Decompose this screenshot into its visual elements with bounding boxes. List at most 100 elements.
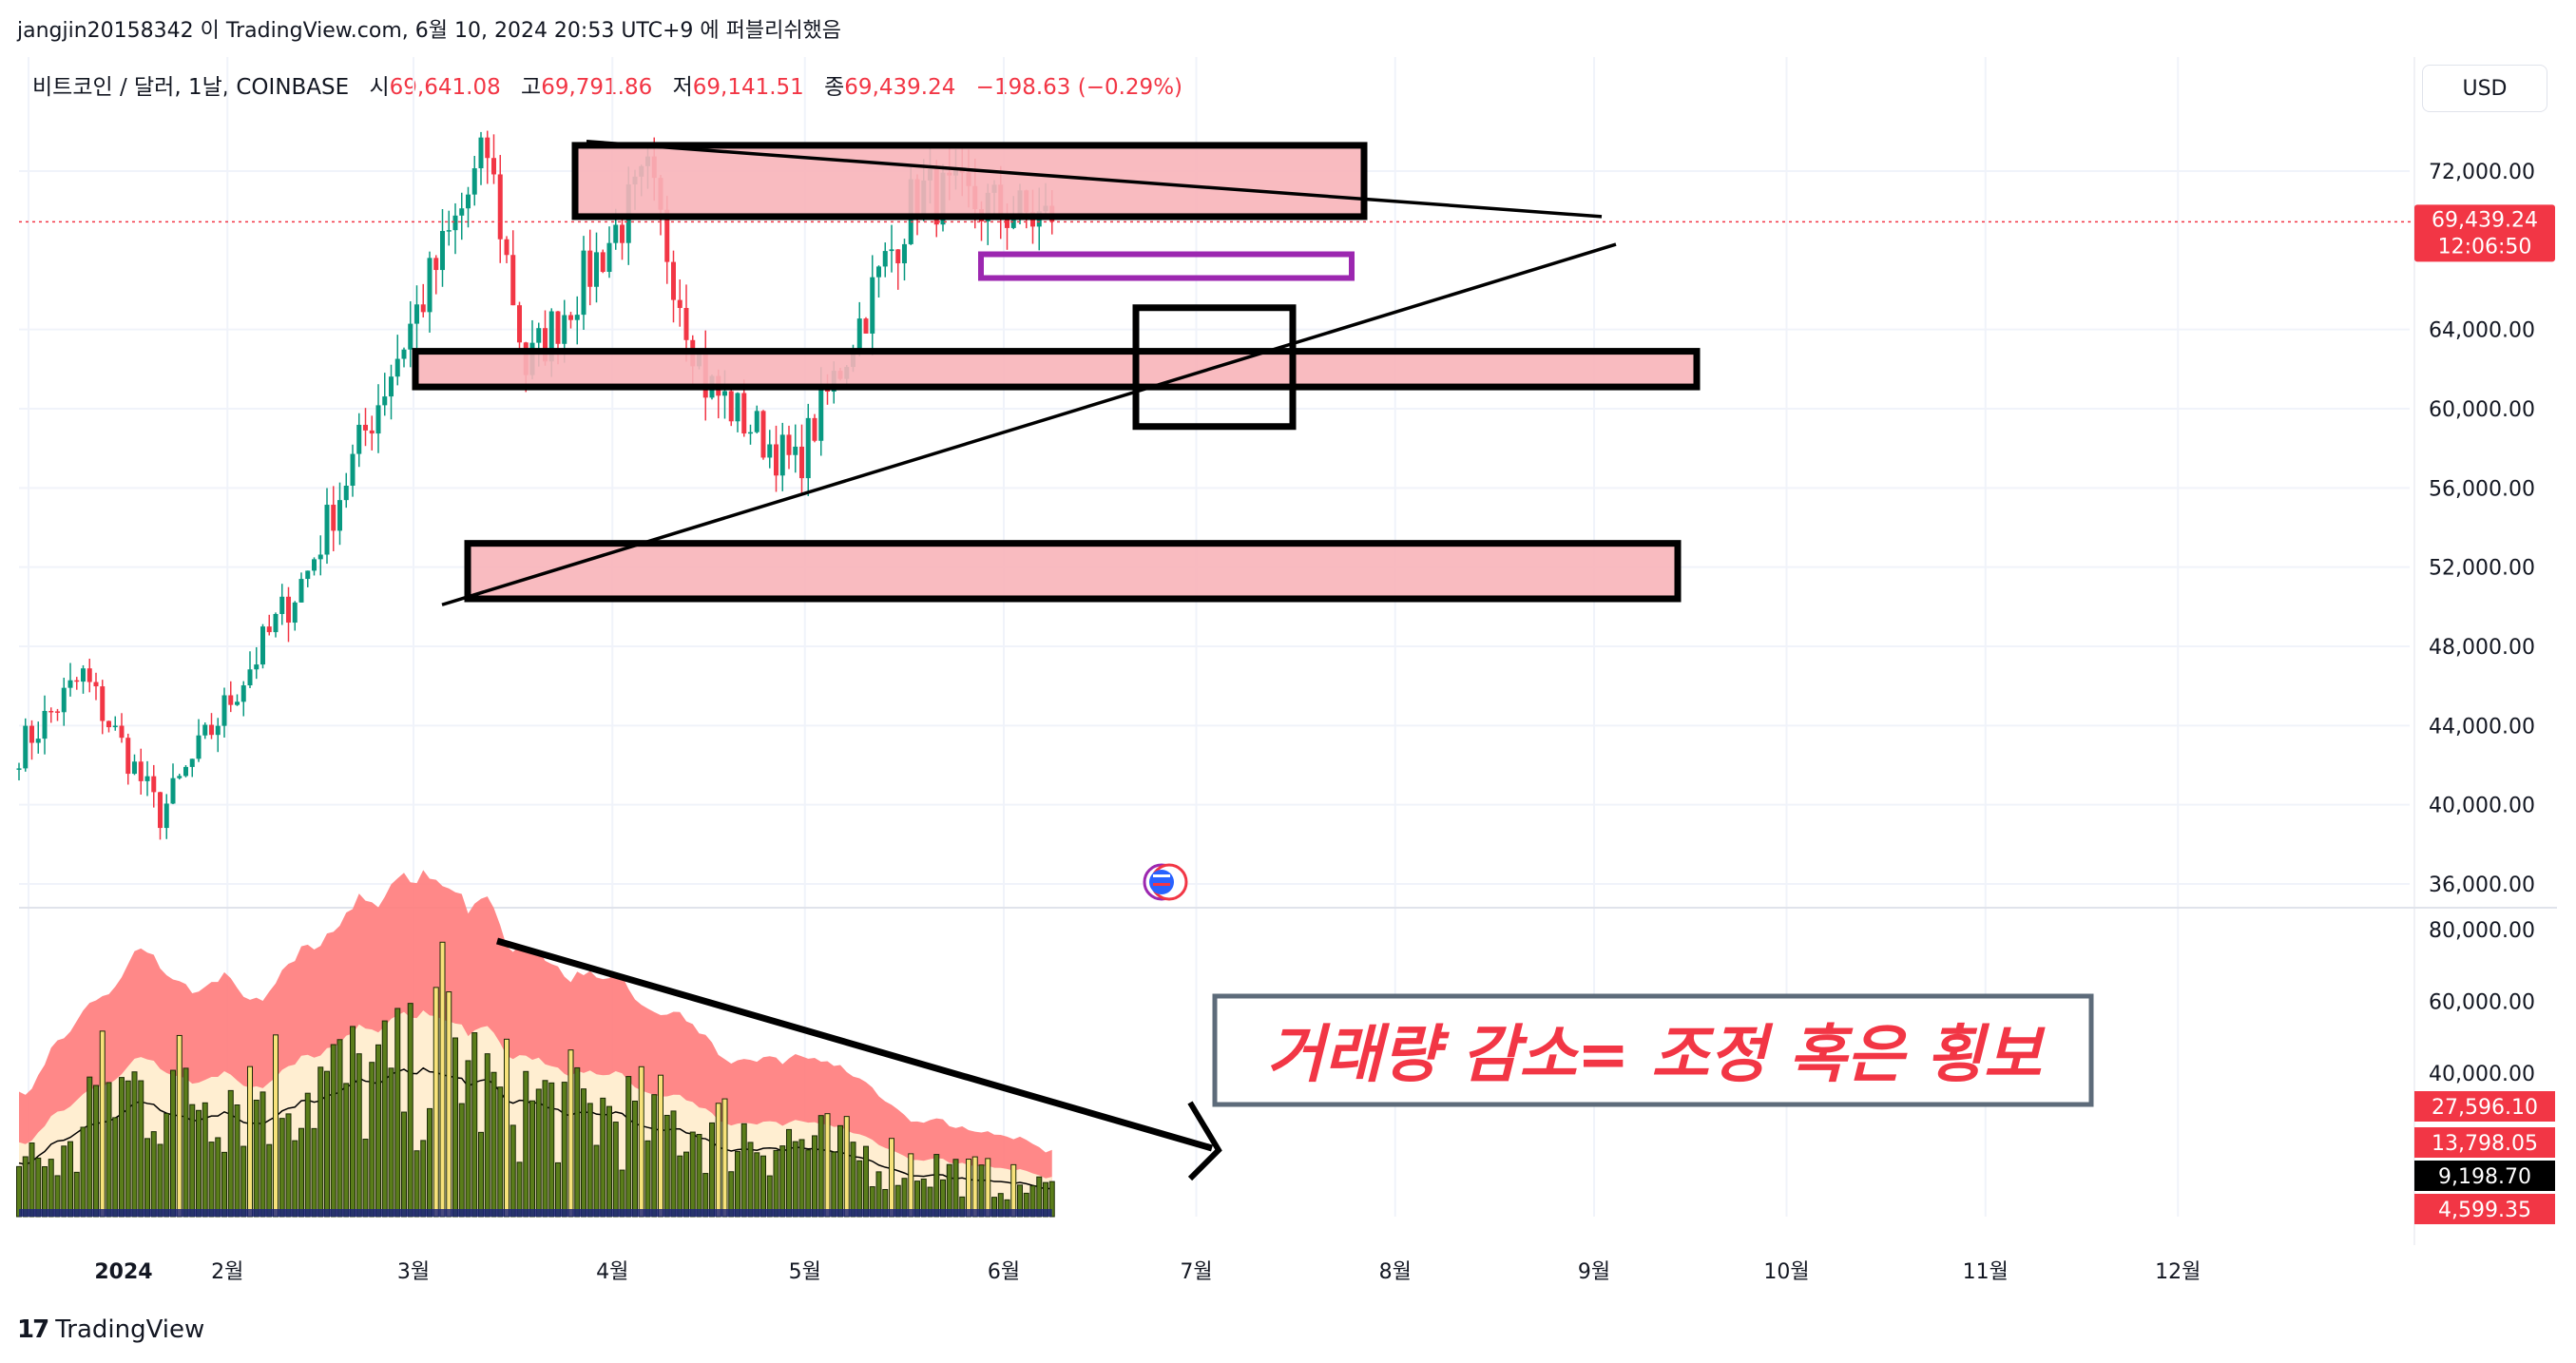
candle-body (74, 680, 80, 682)
candle-body (581, 250, 586, 316)
time-tick-label: 5월 (789, 1260, 821, 1284)
volume-bar (971, 1156, 978, 1218)
volume-bar (850, 1142, 856, 1218)
candle-body (728, 391, 734, 422)
volume-bar (740, 1123, 747, 1218)
currency-button[interactable]: USD (2422, 65, 2547, 112)
volume-bar (985, 1158, 991, 1218)
volume-bar (670, 1110, 677, 1218)
candle-body (29, 725, 34, 743)
volume-bar (593, 1144, 600, 1218)
volume-bar (427, 1107, 433, 1218)
volume-badge-value: 4,599.35 (2438, 1199, 2531, 1222)
volume-badge-bg (2414, 1127, 2555, 1158)
candle-body (606, 242, 612, 273)
volume-bar (112, 1117, 119, 1218)
candle-body (587, 250, 593, 287)
candle-body (273, 613, 279, 633)
volume-bar (22, 1156, 29, 1218)
annotation-text: 거래량 감소= 조정 혹은 횡보 (1266, 1018, 2045, 1091)
candle-body (23, 725, 29, 769)
volume-bar (908, 1153, 914, 1218)
candle-body (677, 299, 682, 309)
volume-bar (478, 1131, 484, 1218)
candle-body (517, 305, 522, 343)
volume-bar (221, 1151, 227, 1218)
price-tick-label: 36,000.00 (2429, 873, 2535, 897)
candle-body (61, 687, 67, 713)
volume-bar (260, 1091, 266, 1218)
candle-body (754, 411, 759, 432)
volume-bar (1010, 1163, 1017, 1218)
time-axis: 2024 2월 3월 4월 5월 6월 7월 8월 9월 10월 11월 12월 (94, 1260, 2201, 1284)
volume-bar (754, 1152, 760, 1218)
volume-bar (471, 1032, 478, 1218)
volume-bar (350, 1026, 356, 1218)
candle-body (196, 735, 202, 759)
candle-body (433, 258, 439, 271)
volume-bar (189, 1104, 196, 1218)
candle-body (594, 252, 599, 287)
volume-bar (247, 1065, 253, 1218)
candle-body (382, 396, 388, 406)
volume-bar (362, 1139, 369, 1218)
candle-body (298, 579, 304, 603)
volume-bar (638, 1065, 644, 1218)
candle-body (562, 315, 567, 344)
candle-body (369, 430, 375, 434)
volume-bar (625, 1076, 632, 1218)
candle-body (228, 695, 234, 705)
volume-bar (87, 1076, 93, 1218)
publish-info: jangjin20158342 이 TradingView.com, 6월 10… (17, 19, 842, 43)
volume-bar (388, 1067, 394, 1218)
volume-bar (632, 1100, 638, 1218)
volume-bar (163, 1113, 170, 1218)
time-tick-label: 3월 (397, 1260, 430, 1284)
volume-bar (93, 1085, 99, 1218)
volume-bar (567, 1049, 574, 1218)
annotation-box: 거래량 감소= 조정 혹은 횡보 (1212, 993, 2094, 1107)
volume-bar (420, 1140, 427, 1218)
candle-body (170, 777, 176, 804)
volume-bar (831, 1151, 837, 1218)
volume-badge-bg (2414, 1161, 2555, 1191)
brand-name: TradingView (55, 1315, 205, 1344)
volume-bar (760, 1155, 766, 1218)
volume-bar (29, 1142, 35, 1218)
candle-body (491, 158, 496, 175)
candle-body (312, 559, 317, 571)
volume-bar (644, 1140, 651, 1218)
candle-body (87, 668, 92, 682)
candle-body (420, 304, 426, 313)
volume-tick-label: 60,000.00 (2429, 991, 2535, 1015)
volume-bar (946, 1163, 952, 1218)
tradingview-brand: 17 TradingView (17, 1315, 204, 1344)
volume-bar (805, 1149, 812, 1218)
volume-badge-bg (2414, 1194, 2555, 1224)
candle-body (870, 277, 875, 334)
volume-bar (889, 1138, 894, 1218)
candle-body (112, 725, 118, 728)
candle-body (292, 602, 298, 624)
volume-bar (663, 1114, 670, 1218)
volume-bar (317, 1066, 324, 1218)
candle-body (786, 434, 792, 455)
volume-bar (298, 1127, 304, 1218)
candle-body (805, 417, 811, 479)
candle-body (1005, 216, 1009, 228)
last-price-badge: 69,439.24 12:06:50 (2414, 204, 2555, 262)
volume-bar (35, 1157, 42, 1218)
volume-bar (131, 1071, 138, 1218)
volume-bar (535, 1088, 542, 1218)
volume-bar (336, 1039, 343, 1218)
annotation-frame (1212, 993, 2094, 1107)
volume-bar (689, 1131, 696, 1218)
candle-body (35, 739, 41, 743)
candle-body (144, 776, 150, 781)
candle-body (235, 701, 240, 705)
candle-body (735, 393, 740, 422)
candle-body (889, 249, 894, 252)
volume-bar (555, 1161, 561, 1218)
